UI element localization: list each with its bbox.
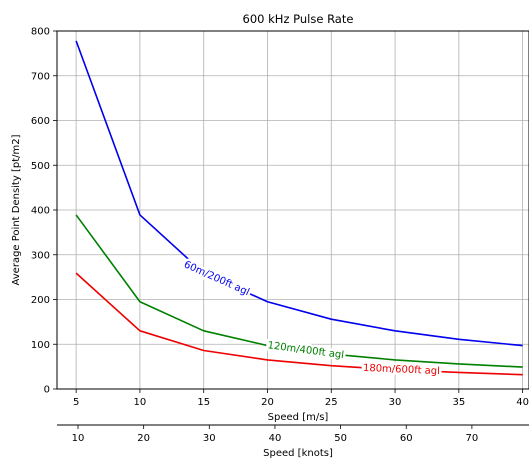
x-tick-label: 35 — [452, 397, 465, 408]
y-tick-label: 300 — [31, 250, 50, 261]
secondary-x-tick-label: 10 — [72, 433, 85, 444]
series-label: 180m/600ft agl — [363, 363, 440, 377]
series-label: 60m/200ft agl — [182, 259, 251, 298]
y-tick-label: 0 — [44, 385, 50, 396]
x-tick-label: 15 — [197, 397, 210, 408]
inline-labels: 60m/200ft agl 120m/400ft agl 180m/600ft ag… — [179, 257, 442, 380]
secondary-x-tick-label: 50 — [334, 433, 347, 444]
x-tick-label: 30 — [389, 397, 402, 408]
x-tick-label: 10 — [134, 397, 147, 408]
x-tick-label: 40 — [516, 397, 529, 408]
y-axis: 0 100 200 300 400 500 600 700 800 — [31, 27, 57, 396]
y-axis-label: Average Point Density [pt/m2] — [11, 134, 22, 285]
y-tick-label: 700 — [31, 71, 50, 82]
series-line — [75, 272, 523, 376]
grid — [57, 30, 529, 390]
series-label: 120m/400ft agl — [267, 340, 345, 361]
x-tick-label: 20 — [261, 397, 274, 408]
y-tick-label: 800 — [31, 27, 50, 38]
x-tick-label: 5 — [73, 397, 79, 408]
x-axis: 5 10 15 20 25 30 35 40 — [73, 389, 529, 408]
secondary-x-tick-label: 30 — [203, 433, 216, 444]
x-tick-label: 25 — [325, 397, 338, 408]
y-tick-label: 600 — [31, 116, 50, 127]
series-line — [75, 214, 523, 368]
chart-title: 600 kHz Pulse Rate — [243, 12, 354, 26]
secondary-x-axis-label: Speed [knots] — [263, 448, 333, 458]
secondary-x-tick-label: 40 — [269, 433, 282, 444]
secondary-x-tick-label: 20 — [137, 433, 150, 444]
x-axis-label: Speed [m/s] — [268, 412, 329, 423]
y-tick-label: 200 — [31, 295, 50, 306]
y-tick-label: 100 — [31, 340, 50, 351]
secondary-x-tick-label: 70 — [466, 433, 479, 444]
y-tick-label: 500 — [31, 161, 50, 172]
series-group — [75, 40, 523, 376]
y-tick-label: 400 — [31, 206, 50, 217]
series-line — [75, 40, 523, 347]
secondary-x-axis: 1020304050607080 — [57, 424, 529, 444]
secondary-x-tick-label: 60 — [400, 433, 413, 444]
